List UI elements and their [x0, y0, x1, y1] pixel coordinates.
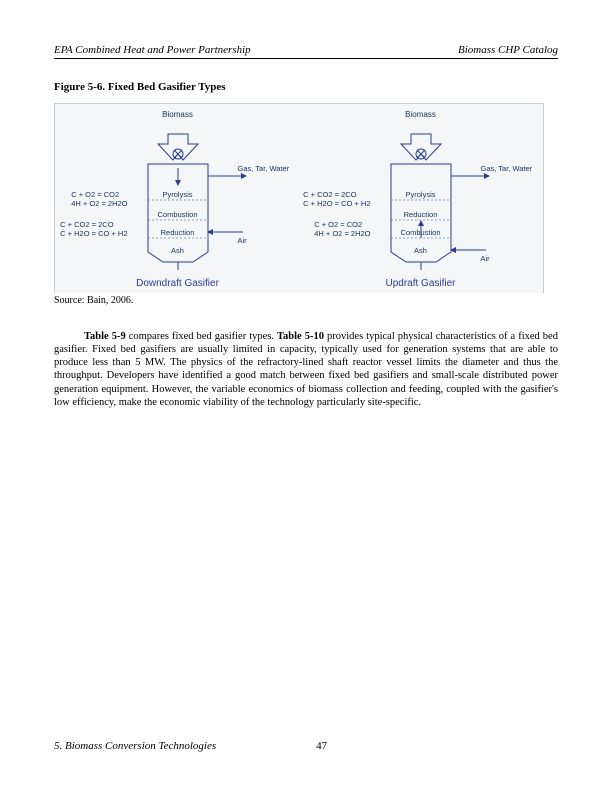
biomass-label: Biomass — [61, 110, 294, 119]
equation-block: C + CO2 = 2COC + H2O = CO + H2 — [303, 190, 370, 208]
para-t2: provides typical physical characteristic… — [54, 331, 558, 408]
equation-block: C + CO2 = 2COC + H2O = CO + H2 — [60, 220, 127, 238]
zone-label: Combustion — [61, 210, 294, 219]
page-header: EPA Combined Heat and Power Partnership … — [54, 44, 558, 59]
biomass-label: Biomass — [304, 110, 537, 119]
panel-title: Downdraft Gasifier — [61, 278, 294, 289]
reactor-icon — [376, 134, 466, 264]
bold-table-ref-2: Table 5-10 — [277, 331, 324, 342]
zone-label: Ash — [61, 246, 294, 255]
page-footer: 5. Biomass Conversion Technologies 47 — [54, 740, 558, 752]
reactor-icon — [133, 134, 223, 264]
figure-title: Figure 5-6. Fixed Bed Gasifier Types — [54, 81, 558, 93]
updraft-panel: BiomassPyrolysisReductionCombustionAshGa… — [304, 110, 537, 293]
gas-label: Gas, Tar, Water — [238, 164, 290, 173]
panel-title: Updraft Gasifier — [304, 278, 537, 289]
air-label: Air — [481, 254, 490, 263]
downdraft-panel: BiomassPyrolysisCombustionReductionAshGa… — [61, 110, 294, 293]
zone-label: Reduction — [304, 210, 537, 219]
figure-diagram: BiomassPyrolysisCombustionReductionAshGa… — [54, 103, 544, 293]
header-right: Biomass CHP Catalog — [458, 44, 558, 56]
para-t1: compares fixed bed gasifier types. — [126, 331, 277, 342]
footer-section: 5. Biomass Conversion Technologies — [54, 740, 216, 752]
body-paragraph: Table 5-9 compares fixed bed gasifier ty… — [54, 330, 558, 409]
page-number: 47 — [316, 740, 327, 752]
zone-label: Ash — [304, 246, 537, 255]
equation-block: C + O2 = CO24H + O2 = 2H2O — [314, 220, 370, 238]
bold-table-ref-1: Table 5-9 — [84, 331, 126, 342]
air-label: Air — [238, 236, 247, 245]
figure-source: Source: Bain, 2006. — [54, 295, 558, 306]
header-left: EPA Combined Heat and Power Partnership — [54, 44, 251, 56]
gas-label: Gas, Tar, Water — [481, 164, 533, 173]
equation-block: C + O2 = CO24H + O2 = 2H2O — [71, 190, 127, 208]
